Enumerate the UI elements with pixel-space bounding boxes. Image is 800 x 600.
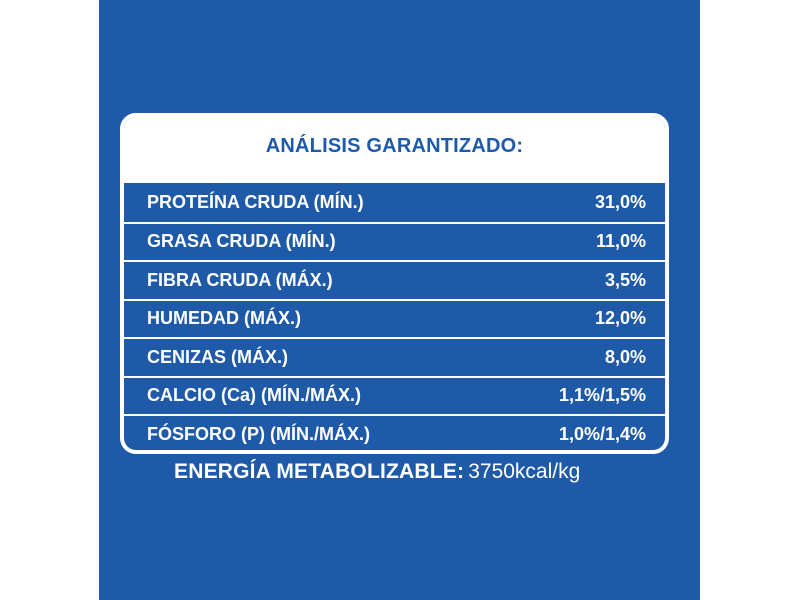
- energy-value: 3750kcal/kg: [468, 460, 581, 483]
- table-row: HUMEDAD (MÁX.) 12,0%: [124, 298, 665, 338]
- row-label: GRASA CRUDA (MÍN.): [147, 231, 336, 252]
- metabolizable-energy: ENERGÍA METABOLIZABLE: 3750kcal/kg: [174, 460, 580, 484]
- table-header: ANÁLISIS GARANTIZADO:: [124, 117, 665, 183]
- table-title: ANÁLISIS GARANTIZADO:: [265, 134, 524, 157]
- table-row: FÓSFORO (P) (MÍN./MÁX.) 1,0%/1,4%: [124, 414, 665, 450]
- table-row: CALCIO (Ca) (MÍN./MÁX.) 1,1%/1,5%: [124, 375, 665, 415]
- row-value: 11,0%: [595, 231, 646, 252]
- table-row: GRASA CRUDA (MÍN.) 11,0%: [124, 221, 665, 261]
- row-value: 31,0%: [594, 191, 646, 212]
- table-row: FIBRA CRUDA (MÁX.) 3,5%: [124, 260, 665, 299]
- row-label: FIBRA CRUDA (MÁX.): [147, 269, 333, 290]
- row-value: 12,0%: [594, 308, 646, 329]
- table-row: PROTEÍNA CRUDA (MÍN.) 31,0%: [124, 183, 665, 222]
- row-value: 8,0%: [604, 346, 646, 367]
- row-value: 1,0%/1,4%: [558, 423, 646, 444]
- energy-label: ENERGÍA METABOLIZABLE:: [174, 460, 465, 483]
- table-rows: PROTEÍNA CRUDA (MÍN.) 31,0% GRASA CRUDA …: [124, 183, 665, 450]
- table-row: CENIZAS (MÁX.) 8,0%: [124, 337, 665, 376]
- row-label: FÓSFORO (P) (MÍN./MÁX.): [147, 423, 370, 444]
- guaranteed-analysis-table: ANÁLISIS GARANTIZADO: PROTEÍNA CRUDA (MÍ…: [120, 113, 669, 454]
- row-label: PROTEÍNA CRUDA (MÍN.): [147, 191, 364, 212]
- row-value: 1,1%/1,5%: [558, 385, 646, 406]
- row-label: CALCIO (Ca) (MÍN./MÁX.): [147, 385, 361, 406]
- row-label: HUMEDAD (MÁX.): [147, 308, 301, 329]
- row-label: CENIZAS (MÁX.): [147, 346, 288, 367]
- row-value: 3,5%: [604, 269, 646, 290]
